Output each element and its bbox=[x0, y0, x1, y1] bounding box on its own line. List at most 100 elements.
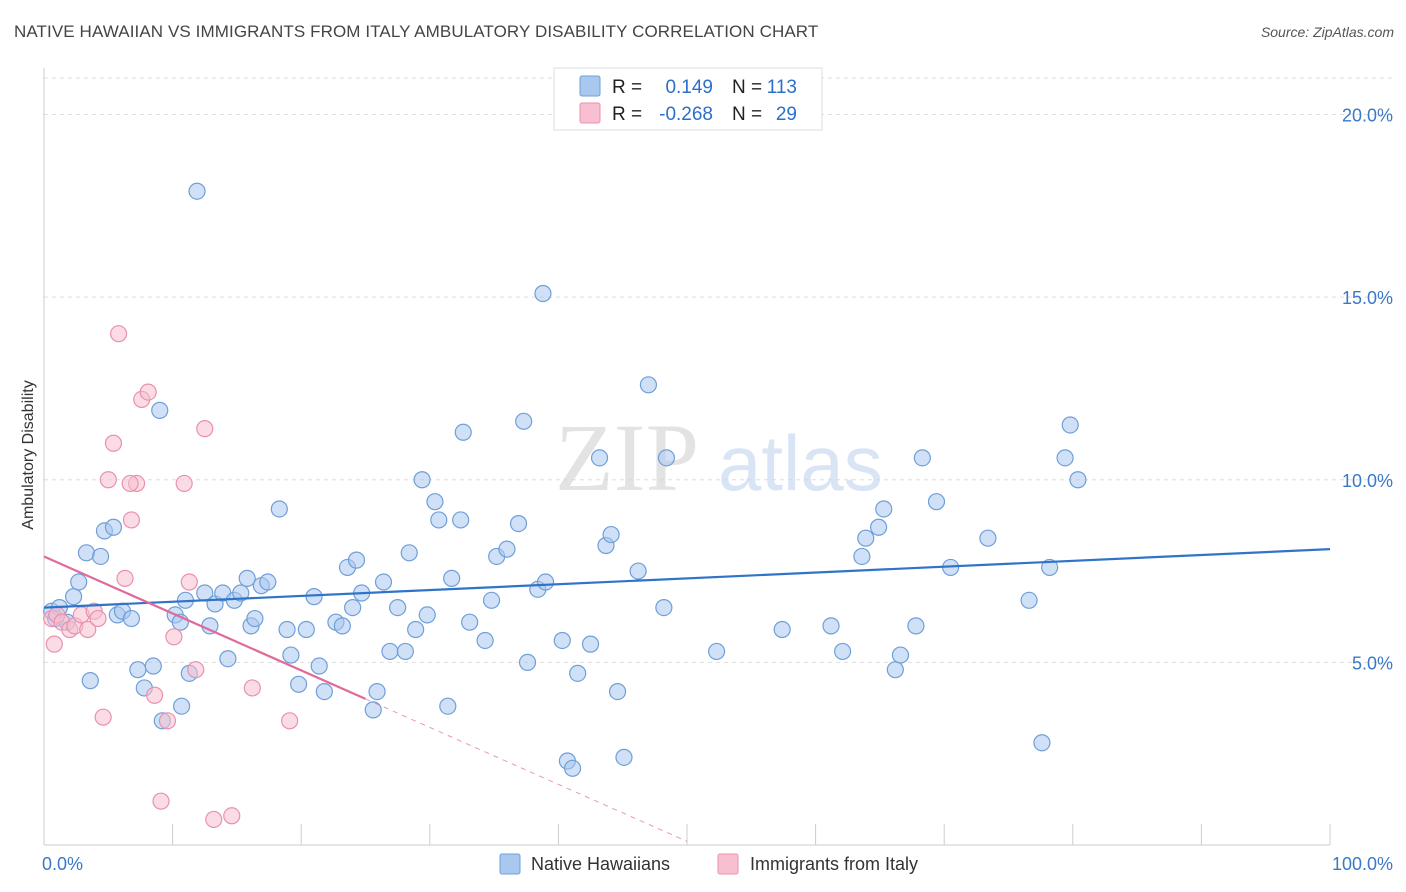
native-hawaiian-point bbox=[297, 620, 315, 639]
native-hawaiian-point bbox=[77, 544, 96, 562]
native-hawaiian-point bbox=[563, 759, 582, 777]
native-hawaiian-point bbox=[857, 529, 875, 547]
italy-point bbox=[223, 807, 241, 825]
native-hawaiian-point bbox=[426, 493, 444, 511]
italy-point bbox=[152, 792, 170, 810]
legend: R = 0.149 N = 113 R = -0.268 N = 29 bbox=[553, 67, 823, 131]
italy-point bbox=[175, 474, 193, 493]
legend-swatch-pink bbox=[579, 102, 601, 124]
data-points bbox=[43, 182, 1087, 829]
native-hawaiian-point bbox=[246, 609, 264, 628]
native-hawaiian-point bbox=[515, 412, 533, 430]
native-hawaiian-point bbox=[122, 609, 141, 628]
y-tick-label: 15.0% bbox=[1342, 288, 1393, 308]
native-hawaiian-point bbox=[655, 598, 673, 617]
italy-point bbox=[79, 620, 97, 639]
native-hawaiian-point bbox=[707, 642, 726, 661]
italy-point bbox=[45, 635, 63, 653]
italy-point bbox=[116, 569, 134, 587]
native-hawaiian-point bbox=[381, 642, 399, 661]
native-hawaiian-point bbox=[773, 620, 791, 639]
native-hawaiian-point bbox=[886, 661, 904, 679]
native-hawaiian-point bbox=[913, 449, 931, 467]
native-hawaiian-point bbox=[509, 514, 528, 533]
native-hawaiian-point bbox=[144, 657, 162, 675]
native-hawaiian-point bbox=[534, 284, 552, 303]
native-hawaiian-point bbox=[1033, 734, 1051, 752]
native-hawaiian-point bbox=[232, 584, 250, 602]
native-hawaiian-point bbox=[569, 664, 587, 682]
native-hawaiian-point bbox=[498, 540, 516, 558]
native-hawaiian-point bbox=[590, 449, 609, 467]
legend-r-value-1: 0.149 bbox=[665, 77, 713, 98]
native-hawaiian-point bbox=[396, 642, 414, 661]
trend-line-italy-extension bbox=[365, 698, 688, 842]
italy-point bbox=[205, 810, 223, 829]
native-hawaiian-point bbox=[657, 449, 676, 467]
native-hawaiian-point bbox=[81, 672, 99, 690]
native-hawaiian-point bbox=[389, 598, 407, 617]
native-hawaiian-point bbox=[581, 635, 600, 653]
legend-swatch-blue bbox=[579, 75, 601, 97]
native-hawaiian-point bbox=[418, 606, 436, 624]
native-hawaiian-point bbox=[364, 701, 382, 719]
chart-title: NATIVE HAWAIIAN VS IMMIGRANTS FROM ITALY… bbox=[14, 22, 819, 41]
native-hawaiian-point bbox=[173, 697, 191, 715]
native-hawaiian-point bbox=[461, 613, 479, 631]
italy-point bbox=[94, 708, 112, 726]
series-legend-label-pink: Immigrants from Italy bbox=[750, 854, 918, 874]
native-hawaiian-point bbox=[822, 617, 840, 635]
native-hawaiian-point bbox=[347, 551, 366, 569]
native-hawaiian-point bbox=[891, 646, 910, 664]
native-hawaiian-point bbox=[536, 573, 555, 591]
native-hawaiian-point bbox=[104, 518, 123, 536]
italy-point bbox=[180, 573, 198, 591]
native-hawaiian-point bbox=[413, 471, 431, 489]
native-hawaiian-point bbox=[270, 500, 288, 518]
native-hawaiian-point bbox=[927, 493, 946, 511]
native-hawaiian-point bbox=[91, 547, 110, 566]
italy-point bbox=[145, 686, 164, 704]
italy-point bbox=[243, 679, 261, 697]
y-tick-label: 5.0% bbox=[1352, 653, 1393, 673]
native-hawaiian-point bbox=[608, 682, 627, 701]
native-hawaiian-point bbox=[602, 525, 620, 544]
native-hawaiian-point bbox=[834, 642, 852, 661]
native-hawaiian-point bbox=[553, 631, 571, 650]
native-hawaiian-point bbox=[476, 631, 494, 650]
native-hawaiian-point bbox=[870, 518, 888, 536]
native-hawaiian-point bbox=[1041, 558, 1059, 577]
y-axis-label: Ambulatory Disability bbox=[20, 380, 37, 529]
native-hawaiian-point bbox=[875, 500, 893, 518]
legend-r-label-1: R = bbox=[612, 77, 642, 98]
italy-point bbox=[165, 628, 183, 646]
legend-r-value-2: -0.268 bbox=[659, 104, 713, 125]
native-hawaiian-point bbox=[344, 598, 362, 617]
native-hawaiian-point bbox=[374, 573, 393, 591]
native-hawaiian-point bbox=[129, 661, 147, 679]
tick-labels: 5.0% 10.0% 15.0% 20.0% 0.0% 100.0% bbox=[42, 106, 1393, 874]
native-hawaiian-point bbox=[629, 562, 647, 580]
legend-n-label-1: N = bbox=[732, 77, 762, 98]
native-hawaiian-point bbox=[70, 573, 88, 591]
native-hawaiian-point bbox=[979, 529, 997, 547]
legend-r-label-2: R = bbox=[612, 104, 642, 125]
x-tick-label-min: 0.0% bbox=[42, 854, 83, 874]
axes bbox=[43, 68, 1331, 846]
italy-point bbox=[99, 471, 117, 489]
native-hawaiian-point bbox=[639, 376, 658, 394]
y-tick-label: 10.0% bbox=[1342, 471, 1393, 491]
native-hawaiian-point bbox=[439, 697, 457, 715]
chart-source: Source: ZipAtlas.com bbox=[1260, 24, 1394, 40]
native-hawaiian-point bbox=[907, 617, 925, 635]
watermark-atlas: atlas bbox=[718, 419, 883, 507]
native-hawaiian-point bbox=[315, 682, 333, 701]
italy-point bbox=[89, 609, 107, 628]
native-hawaiian-point bbox=[407, 620, 425, 639]
legend-n-value-2: 29 bbox=[776, 104, 797, 125]
native-hawaiian-point bbox=[1056, 449, 1074, 467]
italy-point bbox=[139, 383, 157, 401]
series-legend-swatch-pink bbox=[717, 853, 739, 875]
italy-point bbox=[196, 420, 214, 438]
